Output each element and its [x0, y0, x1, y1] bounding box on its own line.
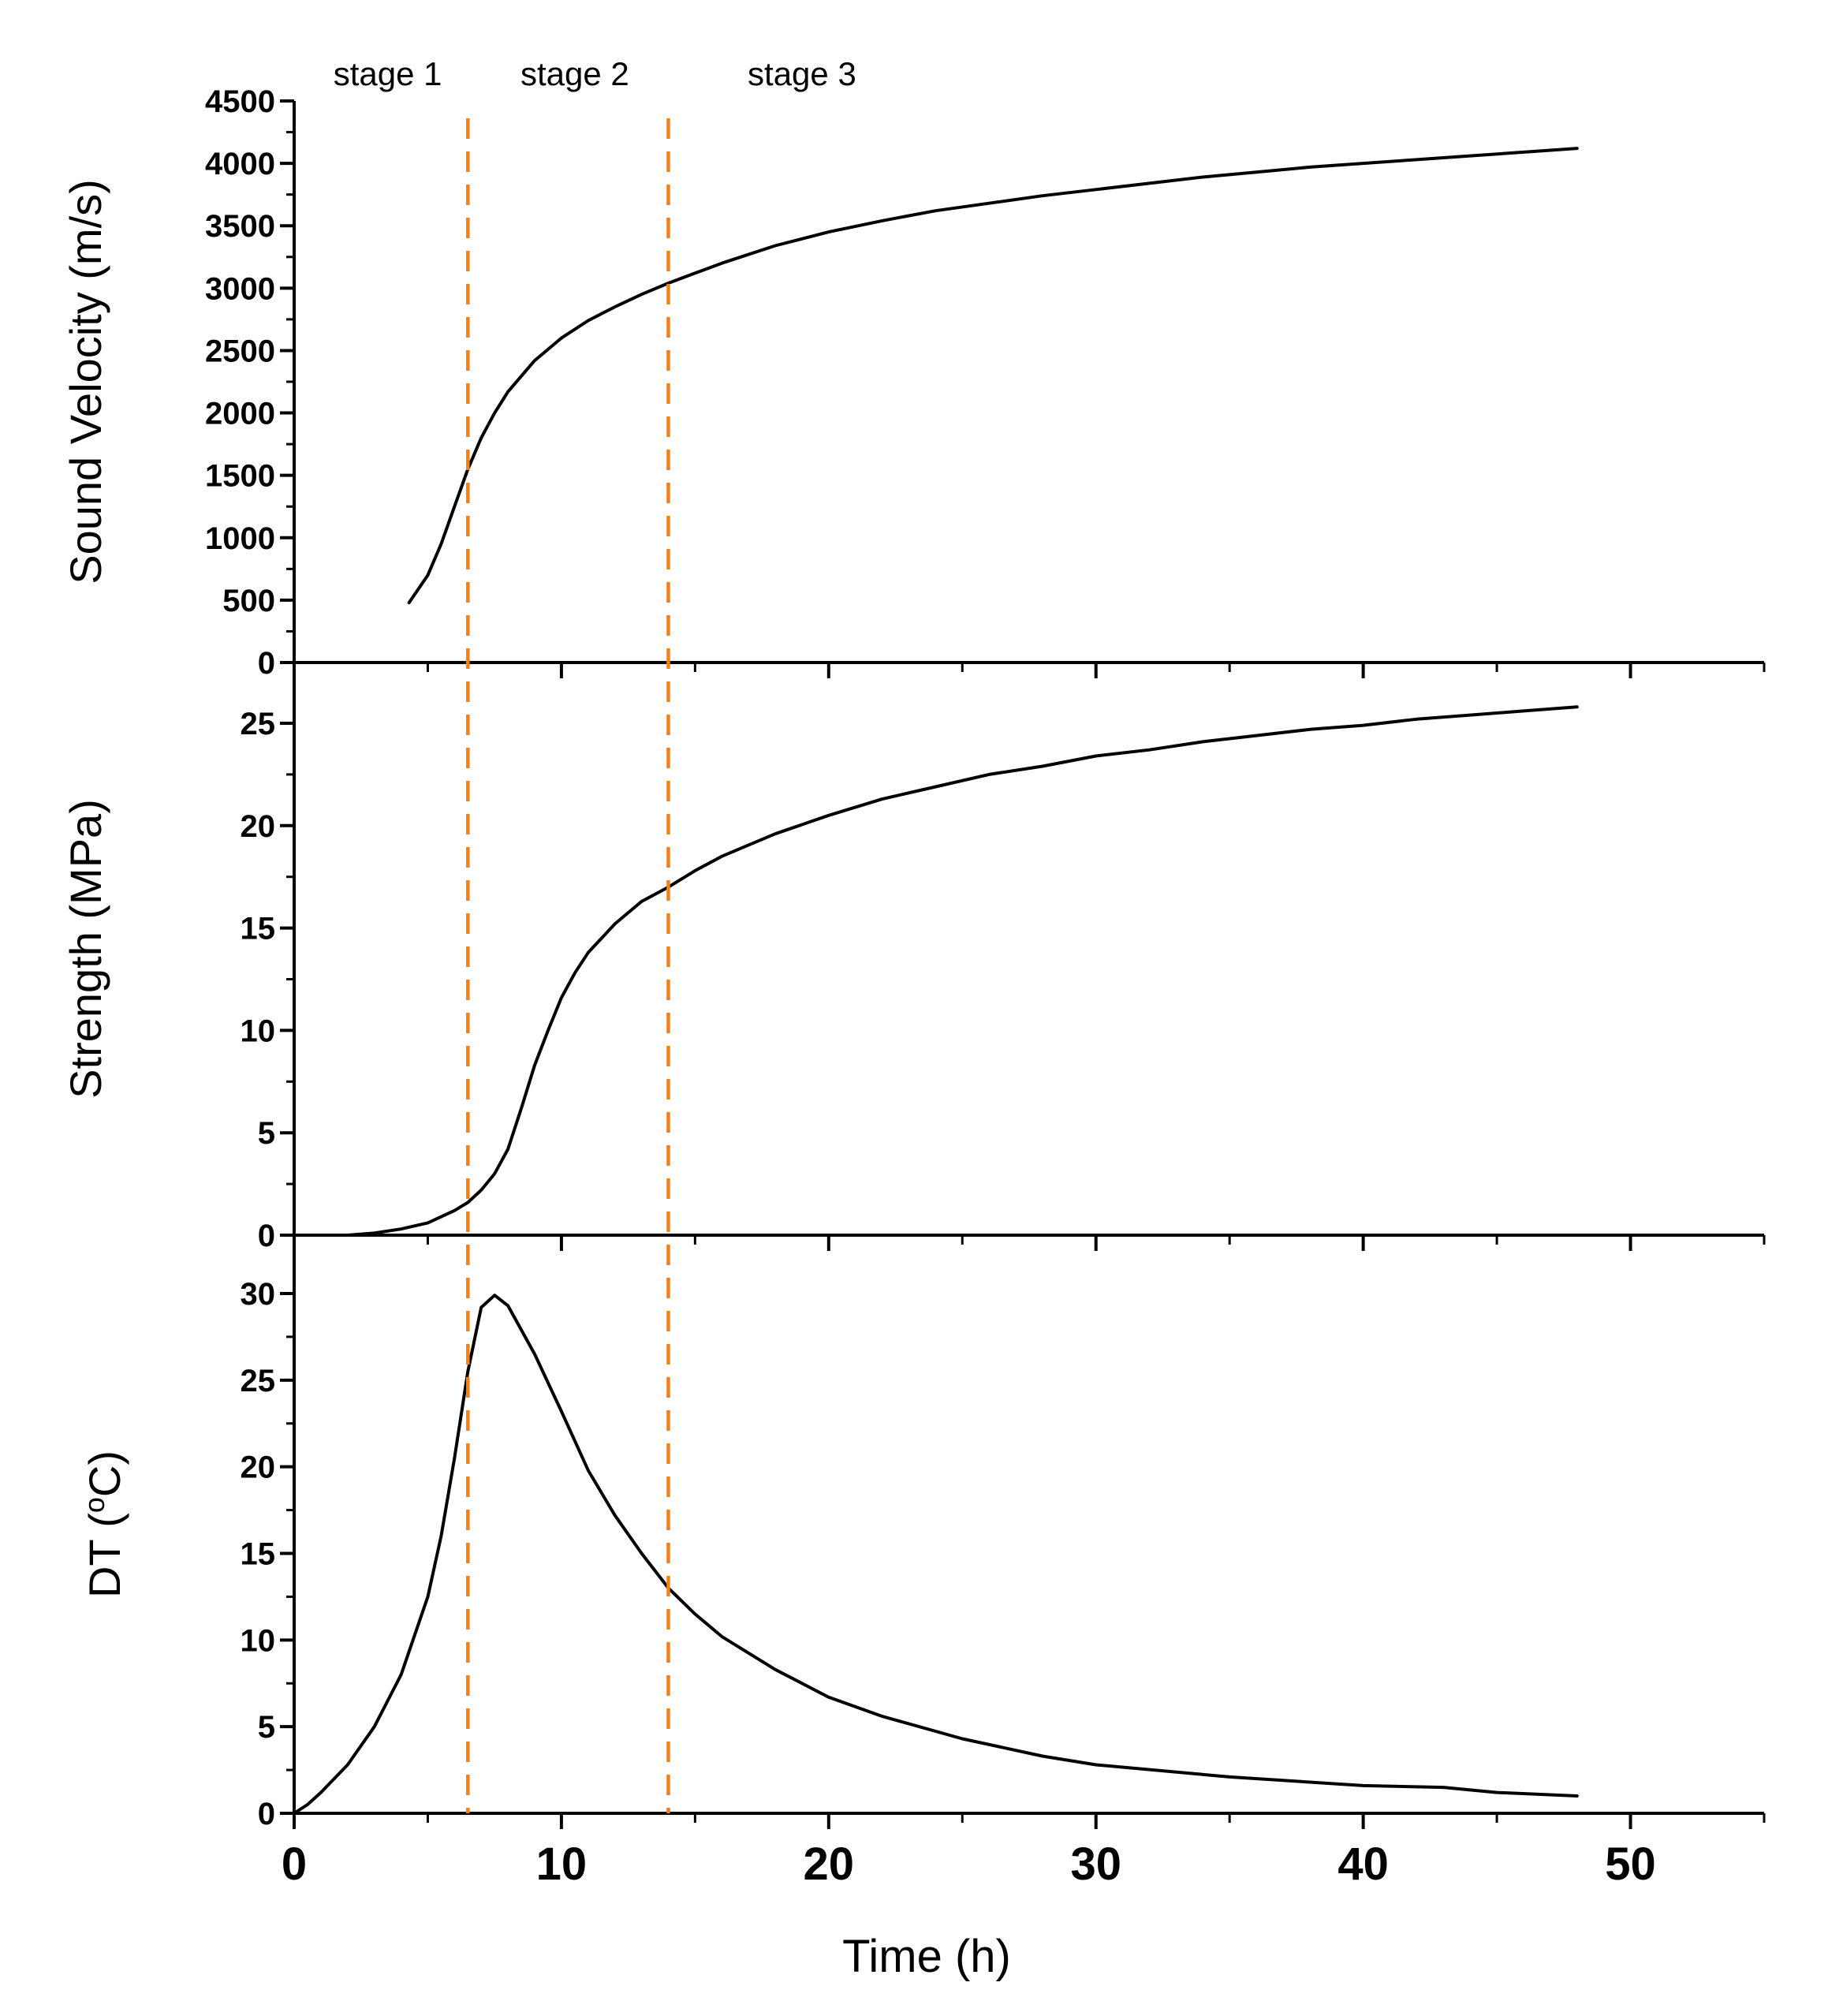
y-tick-label: 5: [258, 1710, 275, 1745]
y-axis-label: DT (oC): [78, 1450, 129, 1598]
stage-label-1: stage 1: [334, 55, 442, 92]
y-tick-label: 4500: [205, 84, 275, 119]
y-tick-label: 15: [241, 912, 276, 946]
y-tick-label: 5: [258, 1116, 275, 1151]
y-tick-label: 1000: [205, 521, 275, 556]
y-tick-label: 20: [241, 1450, 276, 1485]
y-tick-label: 15: [241, 1537, 276, 1572]
x-tick-label: 30: [1070, 1839, 1121, 1890]
y-tick-label: 20: [241, 809, 276, 844]
stage-labels: stage 1 stage 2 stage 3: [334, 55, 856, 92]
y-tick-label: 3500: [205, 209, 275, 244]
x-tick-label: 20: [804, 1839, 855, 1890]
y-tick-label: 30: [241, 1277, 276, 1312]
y-axis-label: Sound Velocity (m/s): [61, 179, 110, 584]
y-tick-label: 0: [258, 646, 275, 681]
x-tick-label: 50: [1605, 1839, 1656, 1890]
degree-symbol: o: [78, 1497, 110, 1513]
stage-label-3: stage 3: [748, 55, 856, 92]
series-line-sound-velocity: [407, 147, 1579, 605]
series-line-dt: [293, 1294, 1579, 1815]
panel-3: 0 5 10 15 20 25 30 DT (oC): [78, 1235, 1766, 1831]
y-axis-label-part: DT (: [80, 1513, 129, 1598]
y-tick-label: 4000: [205, 147, 275, 181]
x-axis: 0 10 20 30 40 50 Time (h): [282, 1839, 1656, 1982]
y-axis-label-part: C): [80, 1450, 129, 1497]
stage-label-2: stage 2: [520, 55, 629, 92]
y-tick-label: 1500: [205, 459, 275, 494]
y-tick-label: 0: [258, 1219, 275, 1253]
y-tick-label: 10: [241, 1014, 276, 1048]
stage-dividers: [466, 118, 670, 1813]
x-tick-label: 10: [536, 1839, 588, 1890]
y-tick-label: 500: [222, 584, 275, 618]
y-tick-label: 2500: [205, 334, 275, 368]
y-tick-label: 10: [241, 1623, 276, 1658]
y-tick-label: 2000: [205, 397, 275, 431]
y-axis-label: Strength (MPa): [61, 799, 110, 1099]
y-tick-label: 25: [241, 1364, 276, 1398]
y-tick-label: 3000: [205, 271, 275, 306]
x-tick-label: 40: [1337, 1839, 1389, 1890]
y-tick-label: 25: [241, 707, 276, 741]
series-line-strength: [345, 705, 1579, 1237]
panel-2: 0 5 10 15 20 25 Strength (MPa): [61, 663, 1766, 1253]
y-tick-label: 0: [258, 1797, 275, 1831]
chart-panels: 050010001500200025003000350040004500Soun…: [61, 84, 1766, 1831]
panel-1: 0 500 1000 1500 2000 2500 3000 3500 4000 4500 Soun…: [61, 84, 1766, 681]
x-tick-label: 0: [282, 1839, 307, 1890]
x-axis-label: Time (h): [842, 1931, 1011, 1982]
